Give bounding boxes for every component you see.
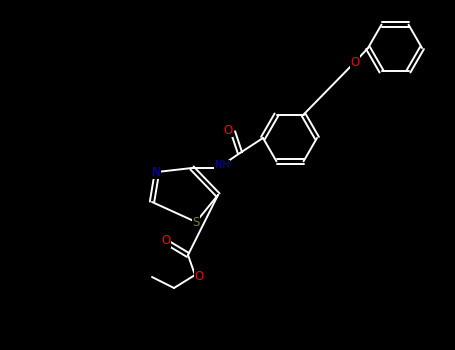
Text: O: O [194, 271, 204, 284]
Text: O: O [350, 56, 359, 69]
Text: NH: NH [215, 160, 229, 170]
Text: S: S [192, 216, 200, 229]
Text: N: N [152, 166, 160, 178]
Text: O: O [223, 124, 233, 136]
Text: O: O [162, 234, 171, 247]
